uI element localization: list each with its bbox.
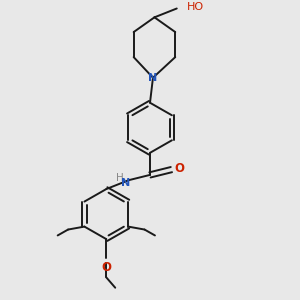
Text: O: O [101, 261, 111, 274]
Text: HO: HO [187, 2, 204, 12]
Text: N: N [121, 178, 130, 188]
Text: N: N [148, 73, 158, 83]
Text: O: O [175, 162, 185, 175]
Text: H: H [116, 173, 124, 183]
